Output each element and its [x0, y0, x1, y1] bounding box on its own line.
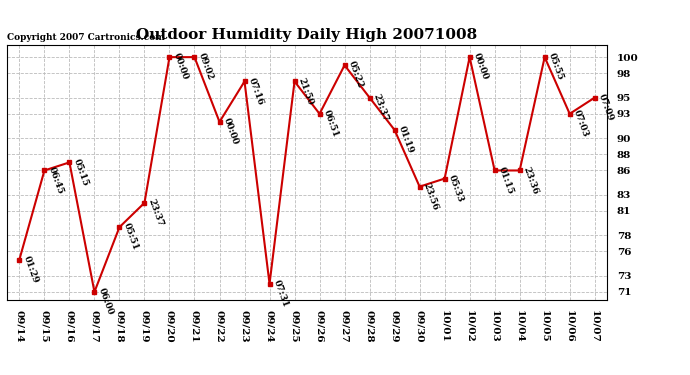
- Text: 09:02: 09:02: [197, 52, 215, 82]
- Text: 00:00: 00:00: [472, 52, 490, 81]
- Text: 21:50: 21:50: [297, 76, 315, 106]
- Text: 23:37: 23:37: [147, 198, 165, 228]
- Text: 05:22: 05:22: [347, 60, 365, 90]
- Text: 06:51: 06:51: [322, 109, 340, 139]
- Text: 01:29: 01:29: [21, 254, 40, 284]
- Text: 05:51: 05:51: [121, 222, 140, 252]
- Title: Outdoor Humidity Daily High 20071008: Outdoor Humidity Daily High 20071008: [137, 28, 477, 42]
- Text: 01:15: 01:15: [497, 165, 515, 195]
- Text: 01:19: 01:19: [397, 125, 415, 155]
- Text: 00:00: 00:00: [172, 52, 190, 81]
- Text: 07:16: 07:16: [247, 76, 265, 106]
- Text: 07:03: 07:03: [572, 109, 590, 138]
- Text: 07:09: 07:09: [597, 93, 615, 122]
- Text: Copyright 2007 Cartronics.com: Copyright 2007 Cartronics.com: [7, 33, 165, 42]
- Text: 23:37: 23:37: [372, 93, 390, 123]
- Text: 23:56: 23:56: [422, 182, 440, 212]
- Text: 05:55: 05:55: [547, 52, 565, 82]
- Text: 00:00: 00:00: [221, 117, 240, 146]
- Text: 07:31: 07:31: [272, 279, 290, 309]
- Text: 23:36: 23:36: [522, 165, 540, 195]
- Text: 06:00: 06:00: [97, 287, 115, 316]
- Text: 05:33: 05:33: [447, 173, 465, 203]
- Text: 05:15: 05:15: [72, 157, 90, 187]
- Text: 06:45: 06:45: [47, 165, 65, 195]
